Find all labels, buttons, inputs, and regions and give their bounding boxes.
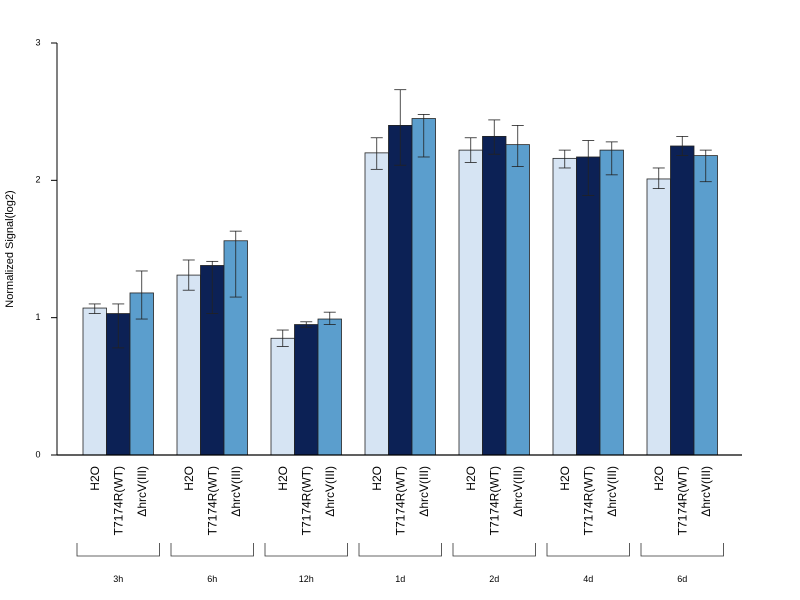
bar-category-label: ΔhrcV(III) <box>417 466 431 517</box>
bar-category-label: T7174R(WT) <box>299 466 313 535</box>
y-axis-title: Normalized Signal(log2) <box>4 190 16 307</box>
group-label: 12h <box>299 574 314 584</box>
group-bracket <box>358 543 442 557</box>
bar <box>411 118 436 456</box>
bar-category-label: H2O <box>182 466 196 491</box>
group-bracket <box>546 543 630 557</box>
bar-category-labels: H2O T7174R(WT) ΔhrcV(III) H2O T7174R(WT) Δhrc… <box>88 466 713 535</box>
bar-category-label: H2O <box>370 466 384 491</box>
bar <box>364 152 389 456</box>
bar <box>176 274 201 456</box>
y-tick-label: 0 <box>35 449 40 459</box>
bar <box>599 149 624 456</box>
bars <box>82 118 718 456</box>
bar-category-label: ΔhrcV(III) <box>699 466 713 517</box>
y-tick-label: 2 <box>35 175 40 185</box>
group-bracket <box>452 543 536 557</box>
bar-category-label: ΔhrcV(III) <box>135 466 149 517</box>
group-label: 6h <box>207 574 217 584</box>
group-label: 3h <box>113 574 123 584</box>
bar <box>693 155 718 456</box>
bar <box>388 125 413 456</box>
bar-category-label: T7174R(WT) <box>581 466 595 535</box>
bar <box>458 149 483 456</box>
bar-category-label: T7174R(WT) <box>111 466 125 535</box>
y-tick-label: 3 <box>35 37 40 47</box>
group-brackets: 3h 6h 12h 1d 2d 4d 6d <box>76 543 724 584</box>
y-axis: 0 1 2 3 <box>35 37 58 459</box>
bar-category-label: T7174R(WT) <box>487 466 501 535</box>
group-bracket <box>264 543 348 557</box>
bar-category-label: ΔhrcV(III) <box>511 466 525 517</box>
bar <box>670 145 695 456</box>
bar <box>552 157 577 456</box>
bar-category-label: T7174R(WT) <box>205 466 219 535</box>
bar <box>482 135 507 456</box>
bar-category-label: H2O <box>88 466 102 491</box>
group-label: 4d <box>583 574 593 584</box>
bar-category-label: T7174R(WT) <box>675 466 689 535</box>
bar-category-label: ΔhrcV(III) <box>605 466 619 517</box>
bar-category-label: ΔhrcV(III) <box>323 466 337 517</box>
group-label: 1d <box>395 574 405 584</box>
bar-category-label: T7174R(WT) <box>393 466 407 535</box>
bar <box>82 307 107 456</box>
bar-category-label: H2O <box>276 466 290 491</box>
group-label: 6d <box>677 574 687 584</box>
bar <box>317 318 342 456</box>
bar <box>646 178 671 456</box>
bar <box>576 156 601 456</box>
y-tick-label: 1 <box>35 312 40 322</box>
group-label: 2d <box>489 574 499 584</box>
bar-category-label: ΔhrcV(III) <box>229 466 243 517</box>
bar-category-label: H2O <box>652 466 666 491</box>
bar-category-label: H2O <box>464 466 478 491</box>
group-bracket <box>76 543 160 557</box>
group-bracket <box>640 543 724 557</box>
bar-category-label: H2O <box>558 466 572 491</box>
group-bracket <box>170 543 254 557</box>
bar <box>270 337 295 456</box>
bar <box>505 144 530 456</box>
error-bars <box>88 89 712 349</box>
bar <box>294 324 319 456</box>
